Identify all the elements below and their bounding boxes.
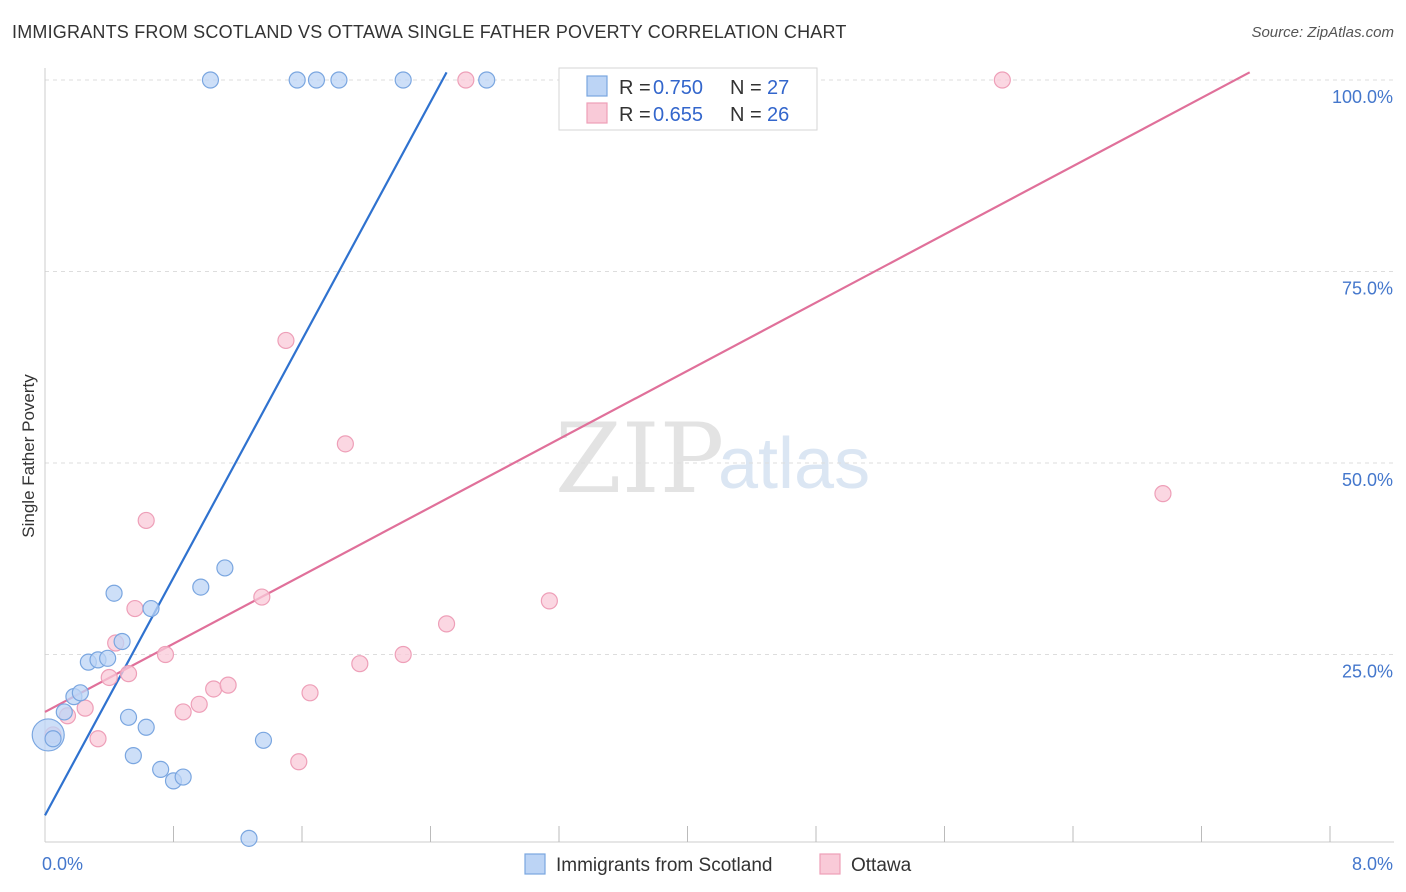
scotland-data-point [394, 71, 412, 89]
legend: R = 0.750 N = 27 R = 0.655 N = 26 [558, 67, 818, 131]
scotland-data-point [288, 71, 306, 89]
ottawa-data-point [457, 71, 475, 89]
scotland-data-point [192, 578, 210, 596]
ottawa-data-point [89, 730, 107, 748]
ottawa-data-point [205, 680, 223, 698]
scotland-data-point [330, 71, 348, 89]
scotland-data-point [478, 71, 496, 89]
legend-r-value-blue: 0.750 [653, 77, 703, 99]
ottawa-data-point [1154, 485, 1172, 503]
ottawa-data-point [540, 592, 558, 610]
legend-n-value-blue: 27 [767, 77, 789, 99]
x-tick-label: 8.0% [1352, 854, 1393, 874]
scotland-data-point [99, 649, 117, 667]
ottawa-data-point [336, 435, 354, 453]
legend-r-value-pink: 0.655 [653, 104, 703, 126]
ottawa-data-point [119, 665, 138, 683]
legend-n-label-pink: N = [730, 104, 762, 126]
grid-lines [45, 79, 1394, 655]
scotland-data-point [307, 71, 326, 89]
scotland-data-point [152, 760, 170, 779]
scotland-data-point [119, 708, 138, 726]
bottom-legend-swatch-pink [819, 853, 841, 875]
ottawa-data-point [219, 676, 237, 694]
watermark-zip: ZIP [555, 403, 724, 515]
watermark-atlas: atlas [718, 424, 870, 504]
ottawa-data-point [277, 331, 295, 350]
legend-swatch-blue [586, 75, 608, 97]
scotland-data-point [142, 599, 160, 618]
scotland-data-point [254, 731, 273, 749]
x-tick-label: 0.0% [42, 854, 83, 874]
legend-n-label-blue: N = [730, 77, 762, 99]
scotland-data-point [44, 730, 62, 748]
legend-r-label-pink: R = [619, 104, 651, 126]
ottawa-data-point [394, 645, 412, 664]
trend-line-pink [44, 71, 1251, 713]
scotland-data-point [55, 703, 73, 721]
ottawa-data-point [100, 668, 118, 687]
ottawa-data-point [437, 615, 456, 633]
ottawa-data-point [290, 753, 308, 771]
ottawa-data-point [301, 684, 319, 702]
scotland-data-point [113, 632, 131, 651]
ticks: 25.0% 50.0% 75.0% 100.0% 0.0% 8.0% [42, 87, 1393, 874]
data-points [31, 71, 1172, 847]
scotland-data-point [201, 71, 220, 89]
ottawa-data-point [190, 695, 208, 713]
scotland-data-point [105, 584, 123, 602]
bottom-legend-swatch-blue [524, 853, 546, 875]
y-tick-label: 50.0% [1342, 470, 1393, 490]
legend-swatch-pink [586, 102, 608, 124]
bottom-legend-label-blue: Immigrants from Scotland [556, 855, 772, 876]
scotland-data-point [71, 684, 89, 702]
y-tick-label: 75.0% [1342, 279, 1393, 299]
ottawa-data-point [76, 699, 94, 717]
axes [44, 68, 1394, 843]
legend-r-label-blue: R = [619, 77, 651, 99]
chart-title: IMMIGRANTS FROM SCOTLAND VS OTTAWA SINGL… [12, 22, 847, 42]
scotland-data-point [137, 718, 155, 736]
scotland-data-point [124, 747, 142, 765]
ottawa-data-point [351, 655, 369, 673]
ottawa-data-point [174, 703, 192, 721]
chart-source: Source: ZipAtlas.com [1251, 24, 1394, 41]
bottom-legend: Immigrants from Scotland Ottawa [524, 853, 912, 876]
scotland-data-point [216, 559, 234, 577]
ottawa-data-point [126, 599, 144, 618]
y-tick-label: 25.0% [1342, 662, 1393, 682]
trend-lines [44, 71, 1251, 816]
ottawa-data-point [253, 588, 271, 606]
y-axis-title: Single Father Poverty [19, 374, 38, 538]
ottawa-data-point [137, 511, 155, 530]
trend-line-blue [44, 71, 448, 816]
y-tick-label: 100.0% [1332, 87, 1393, 107]
scotland-data-point [240, 829, 258, 847]
bottom-legend-label-pink: Ottawa [851, 855, 912, 876]
legend-n-value-pink: 26 [767, 104, 789, 126]
ottawa-data-point [156, 645, 175, 664]
scotland-data-point [174, 768, 192, 786]
ottawa-data-point [993, 71, 1011, 89]
